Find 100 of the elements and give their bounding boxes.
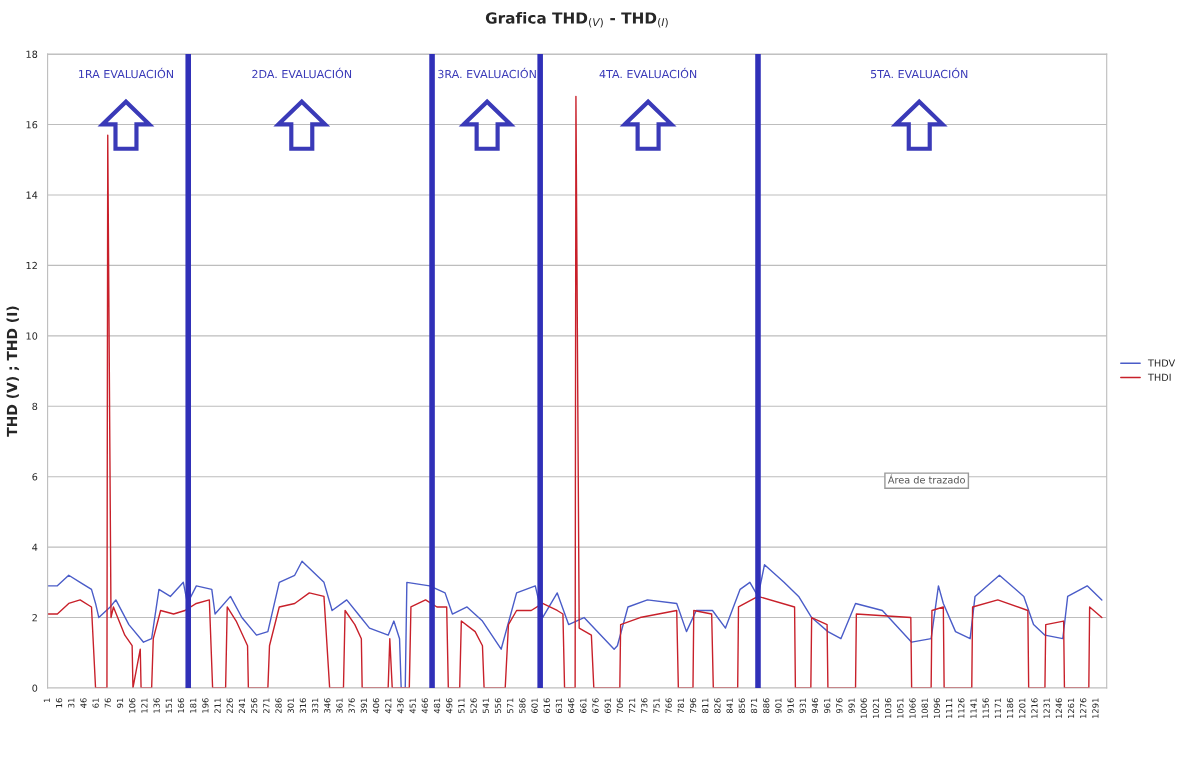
annotation: Área de trazado xyxy=(887,474,965,484)
x-tick-label: 1096 xyxy=(933,698,941,718)
x-tick-label: 211 xyxy=(214,698,221,713)
legend-label: THDV xyxy=(1147,359,1176,367)
x-tick-label: 901 xyxy=(775,698,782,714)
x-tick-label: 436 xyxy=(397,698,404,714)
x-tick-label: 616 xyxy=(543,698,550,714)
x-tick-label: 421 xyxy=(385,698,392,714)
x-tick-label: 601 xyxy=(531,698,538,714)
y-tick-label: 18 xyxy=(26,50,38,58)
x-tick-label: 1021 xyxy=(872,698,880,718)
y-axis-title: THD (V) ; THD (I) xyxy=(6,306,20,437)
x-tick-label: 781 xyxy=(677,698,685,713)
x-tick-label: 931 xyxy=(799,698,806,714)
x-tick-label: 751 xyxy=(653,698,660,713)
x-tick-label: 331 xyxy=(311,698,319,713)
x-tick-label: 1186 xyxy=(1006,698,1014,718)
y-tick-label: 10 xyxy=(26,332,38,340)
x-tick-label: 811 xyxy=(702,698,709,714)
x-tick-label: 1201 xyxy=(1019,698,1026,718)
x-tick-label: 466 xyxy=(421,698,428,714)
x-tick-label: 346 xyxy=(324,698,331,713)
x-tick-label: 586 xyxy=(519,698,526,713)
x-tick-label: 676 xyxy=(592,698,599,714)
x-tick-label: 166 xyxy=(177,698,185,713)
x-tick-label: 1036 xyxy=(884,698,892,718)
y-tick-label: 2 xyxy=(32,614,37,622)
x-tick-label: 316 xyxy=(299,698,307,713)
x-tick-label: 706 xyxy=(616,698,624,713)
x-tick-label: 76 xyxy=(104,698,111,708)
x-tick-label: 286 xyxy=(275,698,282,713)
x-tick-label: 406 xyxy=(372,698,380,714)
x-tick-label: 526 xyxy=(470,698,477,713)
x-tick-label: 961 xyxy=(824,698,831,714)
x-tick-label: 826 xyxy=(714,698,721,714)
x-tick-label: 1261 xyxy=(1067,698,1075,718)
annotation: 4TA. EVALUACIÓN xyxy=(599,67,697,79)
x-tick-label: 226 xyxy=(226,698,233,713)
y-tick-label: 4 xyxy=(32,543,38,551)
x-tick-label: 871 xyxy=(750,698,758,714)
x-tick-label: 256 xyxy=(250,698,258,713)
x-tick-label: 301 xyxy=(287,698,294,713)
x-tick-label: 796 xyxy=(689,698,697,713)
x-tick-label: 1006 xyxy=(860,698,867,718)
x-tick-label: 196 xyxy=(202,698,209,713)
y-tick-label: 8 xyxy=(32,402,38,411)
x-tick-label: 1216 xyxy=(1031,698,1038,718)
x-tick-label: 1141 xyxy=(970,698,977,718)
x-tick-label: 241 xyxy=(238,698,245,713)
y-tick-label: 0 xyxy=(32,684,38,692)
y-tick-label: 6 xyxy=(32,473,38,481)
x-tick-label: 736 xyxy=(641,698,648,713)
x-tick-label: 61 xyxy=(92,698,99,708)
annotation: 3RA. EVALUACIÓN xyxy=(438,67,536,79)
line-series xyxy=(47,95,1103,688)
annotation: 5TA. EVALUACIÓN xyxy=(870,67,968,79)
x-tick-label: 721 xyxy=(628,698,636,713)
x-tick-label: 976 xyxy=(836,698,843,714)
x-tick-label: 151 xyxy=(165,698,172,713)
x-tick-label: 16 xyxy=(55,698,63,708)
x-tick-label: 1051 xyxy=(897,698,904,718)
x-tick-label: 1126 xyxy=(958,698,965,718)
y-tick-label: 16 xyxy=(26,121,38,129)
x-tick-label: 481 xyxy=(433,698,441,714)
x-tick-label: 1291 xyxy=(1092,698,1099,718)
x-tick-label: 181 xyxy=(190,698,197,713)
x-tick-label: 841 xyxy=(726,698,733,714)
x-tick-label: 691 xyxy=(604,698,611,714)
x-tick-label: 511 xyxy=(458,698,465,713)
x-tick-label: 631 xyxy=(555,698,563,714)
x-tick-label: 496 xyxy=(446,698,453,714)
x-tick-label: 391 xyxy=(360,698,368,713)
y-tick-label: 14 xyxy=(26,191,38,199)
x-tick-label: 376 xyxy=(348,698,355,713)
x-tick-label: 451 xyxy=(409,698,416,714)
x-tick-label: 946 xyxy=(811,698,819,714)
x-tick-label: 1081 xyxy=(921,698,928,718)
x-tick-label: 1156 xyxy=(982,698,989,718)
x-tick-label: 1171 xyxy=(994,698,1001,718)
x-tick-label: 1 xyxy=(43,698,50,703)
x-tick-label: 106 xyxy=(129,698,136,713)
x-tick-label: 556 xyxy=(494,698,502,713)
line-series xyxy=(47,560,1103,688)
x-tick-label: 661 xyxy=(580,698,587,714)
x-tick-label: 1111 xyxy=(946,698,953,718)
x-tick-label: 1276 xyxy=(1080,698,1087,718)
x-tick-label: 886 xyxy=(763,698,770,714)
y-tick-label: 12 xyxy=(26,261,37,270)
x-tick-label: 541 xyxy=(482,698,489,713)
chart-title: Grafica THD$_{(V)}$ - THD$_{(I)}$ xyxy=(485,11,668,28)
annotation: 1RA EVALUACIÓN xyxy=(79,67,174,79)
x-tick-label: 646 xyxy=(567,698,575,714)
x-tick-label: 31 xyxy=(68,698,75,708)
x-tick-label: 46 xyxy=(80,698,87,708)
x-tick-label: 1066 xyxy=(909,698,916,718)
annotation: 2DA. EVALUACIÓN xyxy=(252,67,352,79)
x-tick-label: 766 xyxy=(665,698,672,713)
x-tick-label: 121 xyxy=(141,698,148,713)
x-tick-label: 1231 xyxy=(1043,698,1050,718)
legend-label: THDI xyxy=(1147,373,1171,381)
